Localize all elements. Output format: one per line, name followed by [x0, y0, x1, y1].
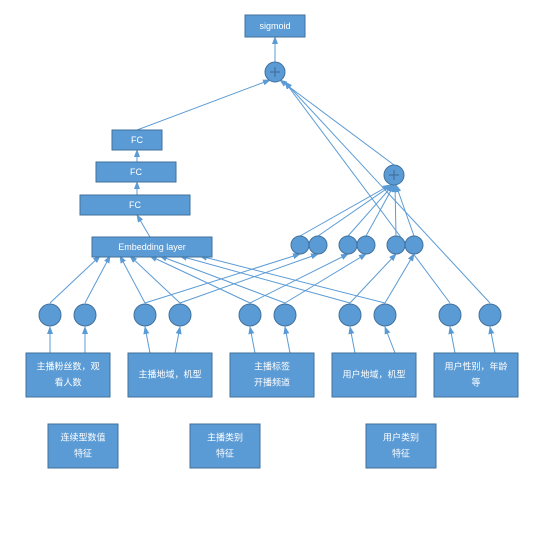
node-circle [439, 304, 461, 326]
node-circle [291, 236, 309, 254]
edge [50, 256, 100, 303]
node-circle [39, 304, 61, 326]
edge [490, 327, 495, 353]
node-circle [357, 236, 375, 254]
node-label-line: 主播类别 [207, 431, 243, 442]
node-label: sigmoid [259, 21, 290, 31]
node-label-line: 特征 [74, 447, 92, 458]
edge [85, 256, 110, 303]
edge [137, 215, 150, 237]
edge [175, 327, 180, 353]
node-label-line: 开播频道 [254, 376, 290, 387]
edge [395, 185, 396, 236]
node-circle [239, 304, 261, 326]
edge [285, 82, 450, 303]
node-label: FC [129, 200, 141, 210]
node-box-cat1 [48, 424, 118, 468]
edge [450, 327, 455, 353]
edge [137, 80, 270, 130]
node-label: FC [130, 167, 142, 177]
node-label-line: 用户类别 [383, 431, 419, 442]
edge [130, 256, 180, 303]
node-box-feat3 [230, 353, 314, 397]
boxes-layer: sigmoidFCFCFCEmbedding layer主播粉丝数，观看人数主播… [26, 15, 518, 468]
diagram-canvas: sigmoidFCFCFCEmbedding layer主播粉丝数，观看人数主播… [0, 0, 538, 538]
node-label-line: 用户性别，年龄 [444, 360, 507, 371]
node-label: Embedding layer [118, 242, 186, 252]
node-label-line: 特征 [392, 447, 410, 458]
node-circle [274, 304, 296, 326]
node-box-cat3 [366, 424, 436, 468]
edge [250, 327, 255, 353]
edge [285, 327, 290, 353]
node-label-line: 主播标签 [254, 360, 290, 371]
node-label: FC [131, 135, 143, 145]
node-circle [374, 304, 396, 326]
node-label-line: 等 [471, 376, 480, 387]
edge [350, 327, 355, 353]
node-label-line: 用户地域，机型 [342, 368, 405, 379]
node-box-feat5 [434, 353, 518, 397]
edge [396, 185, 414, 236]
node-label-line: 连续型数值 [60, 431, 105, 442]
node-circle [74, 304, 96, 326]
node-circle [339, 304, 361, 326]
node-box-cat2 [190, 424, 260, 468]
edge [385, 327, 395, 353]
node-circle [387, 236, 405, 254]
node-label-line: 看人数 [54, 376, 81, 387]
node-circle [339, 236, 357, 254]
node-label-line: 主播粉丝数，观 [36, 360, 99, 371]
node-circle [169, 304, 191, 326]
node-circle [309, 236, 327, 254]
edge [250, 254, 348, 303]
edge [120, 256, 145, 303]
edge [300, 185, 390, 236]
node-box-feat1 [26, 353, 110, 397]
node-label-line: 特征 [216, 447, 234, 458]
node-circle [134, 304, 156, 326]
node-label-line: 主播地域，机型 [138, 368, 201, 379]
node-circle [479, 304, 501, 326]
node-circle [405, 236, 423, 254]
edge [145, 327, 150, 353]
circles-layer [39, 62, 501, 326]
